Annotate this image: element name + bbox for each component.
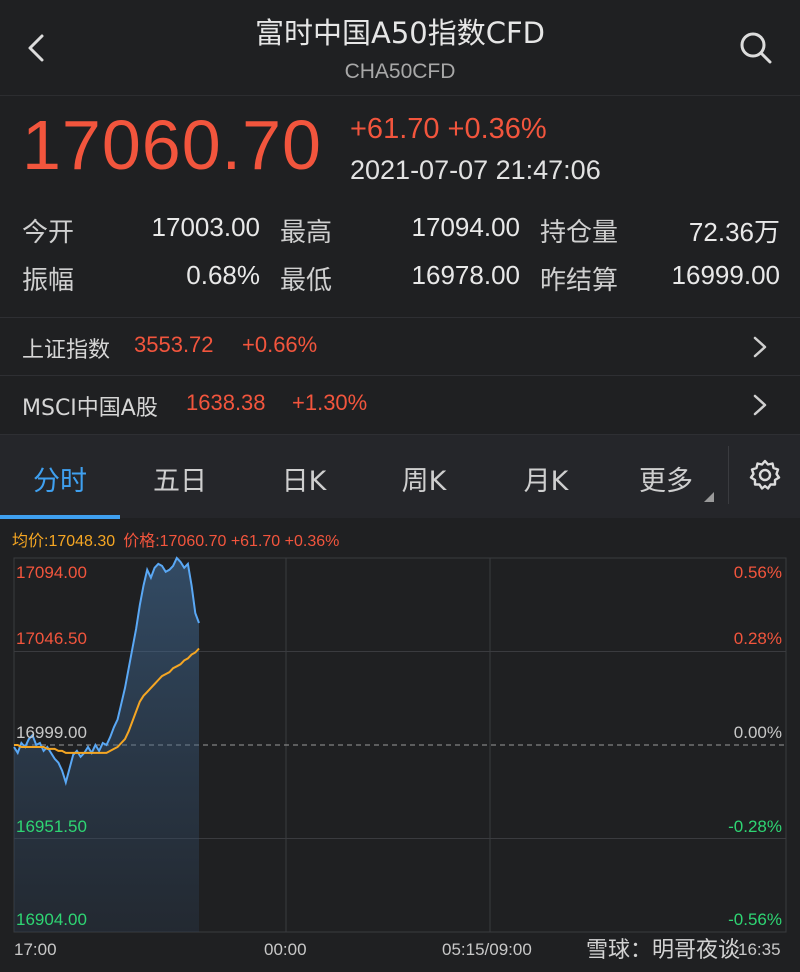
active-tab-indicator bbox=[0, 515, 120, 519]
tab-monthly-k[interactable]: 月K bbox=[523, 466, 569, 497]
tab-weekly-k[interactable]: 周K bbox=[401, 466, 447, 497]
stat-label: 今开 bbox=[22, 218, 75, 248]
tab-intraday[interactable]: 分时 bbox=[33, 466, 87, 497]
watermark: 雪球：明哥夜谈 bbox=[586, 938, 741, 963]
stat-value: 17003.00 bbox=[151, 212, 260, 242]
chevron-right-icon bbox=[753, 336, 767, 358]
stat-label: 最高 bbox=[280, 218, 333, 248]
index-change: +1.30% bbox=[292, 390, 368, 415]
tab-daily-k[interactable]: 日K bbox=[281, 466, 327, 497]
page-subtitle: CHA50CFD bbox=[344, 60, 456, 83]
legend-avg-price: 均价:17048.30 bbox=[12, 533, 116, 550]
search-icon[interactable] bbox=[738, 30, 774, 66]
y-tick-label: 16999.00 bbox=[16, 723, 87, 742]
y-pct-label: 0.28% bbox=[733, 629, 782, 648]
more-dropdown-icon bbox=[704, 492, 714, 502]
gear-icon[interactable] bbox=[748, 458, 782, 492]
chevron-right-icon bbox=[753, 394, 767, 416]
tab-five-day[interactable]: 五日 bbox=[153, 466, 207, 497]
chart-tabs: 分时 五日 日K 周K 月K 更多 bbox=[0, 434, 800, 519]
intraday-chart[interactable] bbox=[0, 550, 800, 972]
index-value: 1638.38 bbox=[186, 390, 266, 415]
chart-legend: 均价:17048.30 价格:17060.70 +61.70 +0.36% bbox=[12, 527, 339, 551]
change-percent: +0.36% bbox=[447, 113, 547, 145]
index-change: +0.66% bbox=[242, 332, 318, 357]
header: 富时中国A50指数CFD CHA50CFD bbox=[0, 0, 800, 96]
page-title: 富时中国A50指数CFD bbox=[254, 16, 545, 50]
stats-row: 今开 17003.00 最高 17094.00 持仓量 72.36万 bbox=[22, 212, 780, 260]
quote-time: 2021-07-07 21:47:06 bbox=[350, 155, 601, 185]
quote-panel: 17060.70 +61.70 +0.36% 2021-07-07 21:47:0… bbox=[0, 97, 800, 317]
index-name: 上证指数 bbox=[22, 338, 111, 363]
y-tick-label: 17094.00 bbox=[16, 563, 87, 582]
stat-label: 最低 bbox=[280, 266, 333, 296]
y-tick-label: 16951.50 bbox=[16, 817, 87, 836]
stat-value: 16978.00 bbox=[411, 260, 520, 290]
stats-grid: 今开 17003.00 最高 17094.00 持仓量 72.36万 振幅 0.… bbox=[22, 212, 780, 308]
x-tick-label: 05:15/09:00 bbox=[442, 940, 532, 959]
stat-value: 72.36万 bbox=[688, 217, 780, 247]
legend-price: 价格:17060.70 +61.70 +0.36% bbox=[123, 533, 340, 550]
y-pct-label: -0.28% bbox=[728, 817, 782, 836]
change-value: +61.70 bbox=[350, 113, 440, 145]
stat-value: 0.68% bbox=[186, 260, 260, 290]
index-name: MSCI中国A股 bbox=[22, 396, 158, 421]
stat-value: 17094.00 bbox=[411, 212, 520, 242]
index-value: 3553.72 bbox=[134, 332, 214, 357]
y-tick-label: 16904.00 bbox=[16, 910, 87, 929]
stat-label: 振幅 bbox=[22, 266, 75, 296]
y-tick-label: 17046.50 bbox=[16, 629, 87, 648]
y-pct-label: -0.56% bbox=[728, 910, 782, 929]
stat-label: 昨结算 bbox=[540, 266, 619, 296]
chevron-left-icon[interactable] bbox=[18, 28, 58, 68]
index-row-msci[interactable]: MSCI中国A股 1638.38 +1.30% bbox=[0, 375, 800, 433]
last-price: 17060.70 bbox=[22, 106, 322, 184]
divider bbox=[728, 446, 729, 504]
stat-value: 16999.00 bbox=[671, 260, 780, 290]
avg-price-line bbox=[14, 647, 200, 754]
tab-more[interactable]: 更多 bbox=[639, 466, 693, 497]
stat-label: 持仓量 bbox=[540, 218, 619, 248]
stats-row: 振幅 0.68% 最低 16978.00 昨结算 16999.00 bbox=[22, 260, 780, 308]
index-row-shanghai[interactable]: 上证指数 3553.72 +0.66% bbox=[0, 317, 800, 375]
price-change: +61.70 +0.36% bbox=[350, 113, 547, 146]
y-pct-label: 0.56% bbox=[733, 563, 782, 582]
x-tick-label: 16:35 bbox=[738, 940, 781, 959]
y-pct-label: 0.00% bbox=[733, 723, 782, 742]
x-tick-label: 00:00 bbox=[264, 940, 307, 959]
price-line bbox=[13, 556, 200, 786]
x-tick-label: 17:00 bbox=[14, 940, 57, 959]
